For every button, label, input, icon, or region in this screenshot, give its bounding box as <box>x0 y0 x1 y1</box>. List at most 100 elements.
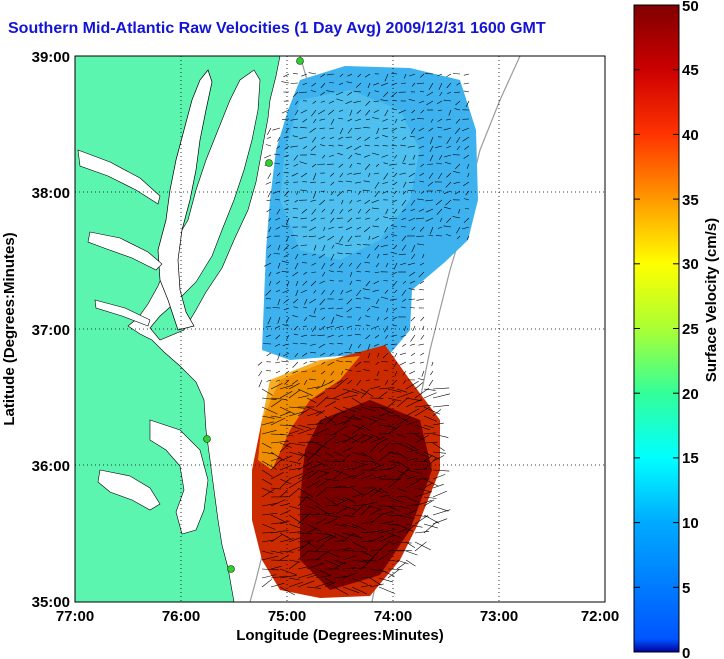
velocity-arrow <box>364 262 371 264</box>
velocity-arrow <box>463 82 470 85</box>
velocity-arrow <box>275 199 281 201</box>
velocity-arrow <box>333 532 348 540</box>
velocity-arrow <box>446 118 452 121</box>
velocity-arrow <box>328 270 335 273</box>
velocity-arrow <box>283 352 290 357</box>
velocity-arrow <box>258 379 263 388</box>
velocity-arrow <box>342 533 353 543</box>
velocity-arrow <box>266 352 272 357</box>
velocity-arrow <box>315 487 328 498</box>
velocity-arrow <box>414 531 430 534</box>
velocity-arrow <box>383 172 389 180</box>
velocity-arrow <box>353 100 362 103</box>
velocity-arrow <box>333 561 347 570</box>
velocity-arrow <box>437 109 443 111</box>
velocity-arrow <box>333 377 348 390</box>
velocity-arrow <box>414 424 430 431</box>
velocity-arrow <box>351 451 367 457</box>
velocity-arrow <box>419 180 425 183</box>
velocity-arrow <box>338 109 344 112</box>
velocity-arrow <box>378 424 393 428</box>
colorbar-tick-label: 5 <box>682 580 690 597</box>
velocity-arrow <box>288 523 302 529</box>
velocity-arrow <box>283 244 290 251</box>
velocity-arrow <box>356 199 362 202</box>
velocity-arrow <box>306 513 321 516</box>
velocity-arrow <box>329 352 335 356</box>
velocity-arrow <box>315 568 331 576</box>
velocity-arrow <box>387 464 399 471</box>
velocity-arrow <box>374 271 380 274</box>
velocity-arrow <box>293 126 299 129</box>
colorbar-tick-label: 25 <box>682 321 699 338</box>
velocity-arrow <box>291 379 299 385</box>
velocity-arrow <box>369 433 380 439</box>
velocity-arrow <box>401 217 407 220</box>
velocity-arrow <box>261 579 272 588</box>
velocity-arrow <box>294 352 299 358</box>
velocity-arrow <box>342 586 360 594</box>
velocity-arrow <box>378 535 394 543</box>
velocity-arrow <box>387 442 403 444</box>
velocity-arrow <box>333 420 351 426</box>
velocity-arrow <box>382 181 389 185</box>
velocity-arrow <box>313 244 317 251</box>
velocity-arrow <box>270 417 286 426</box>
velocity-arrow <box>414 491 432 498</box>
velocity-arrow <box>446 145 452 149</box>
velocity-arrow <box>369 386 381 390</box>
velocity-arrow <box>357 73 362 78</box>
velocity-arrow <box>336 271 344 273</box>
velocity-arrow <box>338 82 344 85</box>
velocity-arrow <box>360 539 376 543</box>
velocity-arrow <box>402 379 407 384</box>
velocity-arrow <box>351 434 367 444</box>
velocity-arrow <box>338 117 344 120</box>
velocity-arrow <box>345 368 353 372</box>
velocity-arrow <box>319 118 326 121</box>
velocity-arrow <box>347 208 353 212</box>
velocity-arrow <box>454 108 461 111</box>
velocity-arrow <box>402 162 407 165</box>
velocity-arrow <box>313 289 317 294</box>
velocity-arrow <box>288 406 305 409</box>
velocity-arrow <box>374 181 380 189</box>
velocity-arrow <box>338 136 344 140</box>
velocity-arrow <box>318 109 326 115</box>
velocity-arrow <box>414 460 431 463</box>
velocity-arrow <box>393 361 398 368</box>
velocity-arrow <box>261 442 272 449</box>
velocity-arrow <box>378 528 397 534</box>
velocity-arrow <box>437 226 443 229</box>
velocity-arrow <box>437 118 443 122</box>
velocity-arrow <box>276 208 281 215</box>
velocity-arrow <box>360 520 374 525</box>
velocity-arrow <box>358 190 362 195</box>
velocity-arrow <box>371 199 380 203</box>
velocity-arrow <box>436 100 443 105</box>
velocity-arrow <box>436 208 443 215</box>
velocity-arrow <box>360 550 373 557</box>
velocity-arrow <box>277 136 281 142</box>
velocity-arrow <box>360 436 373 444</box>
velocity-arrow <box>261 421 274 426</box>
velocity-arrow <box>272 127 281 131</box>
velocity-arrow <box>297 395 309 399</box>
velocity-arrow <box>336 360 344 363</box>
velocity-arrow <box>419 172 425 177</box>
velocity-arrow <box>400 144 407 147</box>
velocity-arrow <box>443 206 452 210</box>
velocity-arrow <box>373 82 380 86</box>
velocity-arrow <box>360 389 370 399</box>
velocity-arrow <box>308 72 317 75</box>
velocity-arrow <box>378 521 394 525</box>
velocity-arrow <box>465 190 470 196</box>
velocity-arrow <box>432 387 450 390</box>
velocity-arrow <box>266 136 272 139</box>
velocity-arrow <box>411 244 416 253</box>
velocity-arrow <box>288 545 306 552</box>
velocity-arrow <box>356 253 362 255</box>
velocity-arrow <box>288 531 302 534</box>
velocity-arrow <box>411 226 416 231</box>
colorbar-tick-label: 30 <box>682 256 699 273</box>
